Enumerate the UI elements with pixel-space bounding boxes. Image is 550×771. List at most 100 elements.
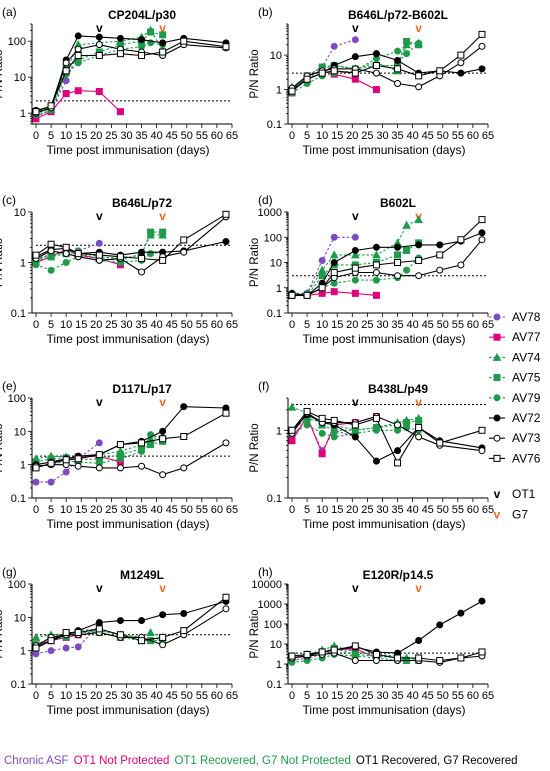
- data-point-av79: [372, 426, 380, 434]
- data-point-av76: [303, 407, 311, 415]
- data-point-av76: [32, 108, 40, 116]
- data-point-av79: [47, 266, 55, 274]
- footer-category: OT1 Recovered, G7 Recovered: [356, 755, 518, 767]
- data-point-av73: [351, 656, 359, 664]
- data-point-av77: [318, 289, 326, 297]
- data-point-av76: [415, 72, 423, 80]
- legend-marker: [493, 394, 501, 402]
- data-point-av79: [62, 259, 70, 266]
- data-point-av72: [116, 34, 124, 42]
- data-point-av72: [180, 403, 188, 411]
- data-point-av76: [116, 253, 124, 261]
- data-point-av72: [436, 621, 444, 629]
- legend-challenge-label: OT1: [512, 487, 536, 501]
- x-tick-label: 20: [90, 690, 102, 702]
- series-line-av74: [35, 29, 164, 113]
- legend-marker: [493, 374, 501, 382]
- series-line-av73: [35, 44, 227, 114]
- data-point-av73: [394, 272, 402, 280]
- x-axis-label: Time post immunisation (days): [47, 332, 210, 346]
- series-line-av72: [35, 35, 227, 111]
- x-tick-label: 20: [346, 690, 358, 702]
- data-point-av76: [47, 102, 55, 110]
- data-point-av76: [74, 51, 82, 59]
- y-tick-label: 1: [276, 85, 282, 97]
- y-tick-label: 1: [20, 258, 26, 270]
- x-tick-label: 5: [304, 319, 310, 331]
- data-point-av76: [330, 67, 338, 75]
- data-point-av76: [95, 251, 103, 259]
- data-point-av78: [330, 233, 338, 241]
- data-point-av73: [372, 269, 380, 277]
- data-point-av76: [74, 250, 82, 258]
- data-point-av73: [457, 59, 465, 67]
- data-point-av79: [330, 279, 338, 287]
- data-point-av77: [351, 75, 359, 83]
- data-point-av76: [351, 264, 359, 272]
- data-point-av78: [351, 36, 359, 44]
- data-point-av73: [47, 247, 55, 255]
- data-point-av73: [180, 464, 188, 472]
- data-point-av74: [402, 220, 411, 229]
- series-line-av79: [35, 42, 163, 116]
- x-tick-label: 25: [105, 130, 117, 142]
- legend-marker: [493, 313, 501, 321]
- y-tick-label: 10: [270, 50, 282, 62]
- challenge-marker-ot1: v: [96, 395, 103, 409]
- series-line-av72: [35, 600, 227, 648]
- challenge-marker-g7: v: [159, 21, 166, 35]
- data-point-av73: [436, 266, 444, 274]
- y-tick-label: 10: [270, 639, 282, 651]
- data-point-av74: [329, 250, 339, 259]
- y-tick-label: 0.1: [11, 493, 26, 505]
- data-point-av76: [62, 456, 70, 464]
- data-point-av73: [95, 41, 103, 49]
- data-point-av75: [147, 228, 155, 236]
- data-point-av76: [180, 432, 188, 440]
- challenge-marker-ot1: v: [352, 395, 359, 409]
- data-point-av74: [287, 402, 297, 411]
- data-point-av72: [138, 617, 146, 625]
- x-tick-label: 65: [482, 504, 494, 516]
- series-line-av76: [291, 410, 483, 465]
- data-point-av73: [478, 42, 486, 50]
- data-point-av77: [330, 288, 338, 296]
- panel-label: (b): [258, 5, 273, 19]
- data-point-av75: [394, 251, 402, 259]
- data-point-av78: [32, 478, 40, 486]
- x-tick-label: 50: [437, 690, 449, 702]
- y-tick-label: 1: [20, 108, 26, 120]
- data-point-av79: [138, 447, 146, 455]
- data-point-av78: [318, 257, 326, 265]
- data-point-av72: [457, 609, 465, 617]
- legend-label: AV78: [512, 310, 541, 324]
- y-axis-label: P/N Ratio: [249, 49, 261, 98]
- data-point-av72: [436, 241, 444, 249]
- data-point-av76: [47, 240, 55, 248]
- x-tick-label: 30: [120, 319, 132, 331]
- legend-label: AV79: [512, 391, 541, 405]
- challenge-marker-ot1: v: [96, 581, 103, 595]
- series-line-av76: [35, 213, 227, 261]
- data-point-av75: [318, 272, 326, 280]
- challenge-marker-ot1: v: [352, 21, 359, 35]
- data-point-av73: [116, 464, 124, 472]
- data-point-av73: [415, 433, 423, 441]
- chart-title: B602L: [380, 196, 416, 210]
- x-tick-label: 65: [482, 130, 494, 142]
- challenge-marker-g7: v: [159, 581, 166, 595]
- legend-label: AV73: [512, 431, 541, 445]
- x-tick-label: 60: [211, 130, 223, 142]
- data-point-av72: [478, 229, 486, 237]
- x-tick-label: 35: [135, 319, 147, 331]
- x-tick-label: 40: [150, 690, 162, 702]
- y-tick-label: 10: [14, 426, 26, 438]
- challenge-marker-ot1: v: [352, 581, 359, 595]
- x-axis-label: Time post immunisation (days): [303, 703, 466, 717]
- y-tick-label: 100: [8, 393, 26, 405]
